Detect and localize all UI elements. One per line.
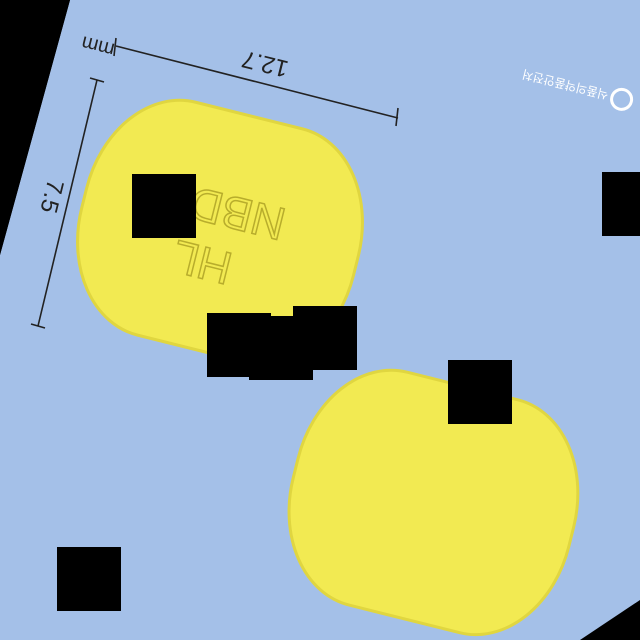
black-corner-bottom-right [580, 600, 640, 640]
mask-block [602, 172, 640, 236]
pill-front: NBD HL [76, 98, 364, 366]
width-dimension [30, 77, 105, 329]
mask-block [293, 306, 357, 370]
mfds-logo-icon [610, 87, 634, 111]
mask-block [57, 547, 121, 611]
length-dimension [113, 37, 399, 127]
black-corner-top-left [0, 0, 70, 255]
mask-block [132, 174, 196, 238]
mask-block [448, 360, 512, 424]
